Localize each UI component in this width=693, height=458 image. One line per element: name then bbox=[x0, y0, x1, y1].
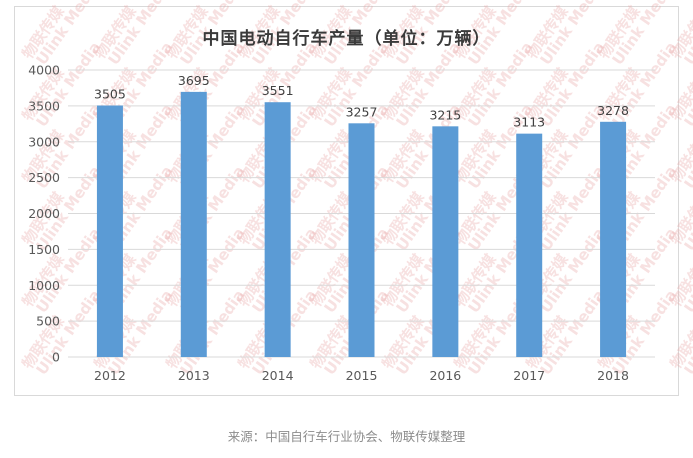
x-axis-ticks: 2012 2013 2014 2015 2016 2017 2018 bbox=[94, 368, 629, 383]
chart-title: 中国电动自行车产量（单位：万辆） bbox=[202, 29, 491, 49]
data-label-2017: 3113 bbox=[513, 115, 545, 130]
bar-2012 bbox=[96, 105, 123, 357]
y-tick-label-3000: 3000 bbox=[28, 134, 60, 149]
y-tick-label-1000: 1000 bbox=[28, 278, 60, 293]
y-tick-label-4000: 4000 bbox=[28, 63, 60, 78]
source-note: 来源：中国自行车行业协会、物联传媒整理 bbox=[227, 429, 466, 444]
y-tick-label-3500: 3500 bbox=[28, 98, 60, 113]
bars bbox=[96, 91, 627, 358]
y-tick-label-0: 0 bbox=[52, 350, 60, 365]
bar-2015 bbox=[348, 123, 375, 358]
y-tick-label-2000: 2000 bbox=[28, 206, 60, 221]
bar-2013 bbox=[180, 91, 207, 357]
data-label-2014: 3551 bbox=[262, 83, 294, 98]
x-tick-label-2013: 2013 bbox=[178, 368, 210, 383]
data-label-2012: 3505 bbox=[94, 87, 126, 102]
y-axis-ticks: 0 500 1000 1500 2000 2500 3000 3500 4000 bbox=[28, 63, 60, 365]
data-label-2013: 3695 bbox=[178, 73, 210, 88]
data-labels: 3505 3695 3551 3257 3215 3113 3278 bbox=[94, 73, 629, 130]
data-label-2018: 3278 bbox=[597, 103, 629, 118]
x-tick-label-2015: 2015 bbox=[346, 368, 378, 383]
y-tick-label-2500: 2500 bbox=[28, 170, 60, 185]
x-tick-label-2017: 2017 bbox=[513, 368, 545, 383]
x-tick-label-2016: 2016 bbox=[429, 368, 461, 383]
y-tick-label-500: 500 bbox=[36, 314, 60, 329]
y-tick-label-1500: 1500 bbox=[28, 242, 60, 257]
data-label-2015: 3257 bbox=[346, 104, 378, 119]
x-tick-label-2012: 2012 bbox=[94, 368, 126, 383]
data-label-2016: 3215 bbox=[429, 107, 461, 122]
bar-2018 bbox=[600, 121, 627, 357]
bar-2014 bbox=[264, 102, 291, 357]
bar-2017 bbox=[516, 133, 543, 357]
x-tick-label-2018: 2018 bbox=[597, 368, 629, 383]
chart-frame bbox=[14, 6, 679, 396]
x-tick-label-2014: 2014 bbox=[262, 368, 294, 383]
bar-2016 bbox=[432, 126, 459, 357]
